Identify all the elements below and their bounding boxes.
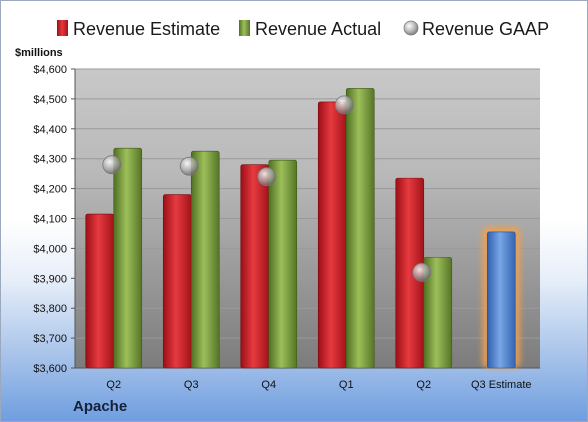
gaap-marker <box>179 156 199 176</box>
y-tick-label: $4,500 <box>33 94 67 106</box>
y-tick-label: $4,200 <box>33 184 67 196</box>
y-tick-label: $3,600 <box>33 363 67 375</box>
gridlines <box>75 68 540 369</box>
y-tick-label: $4,400 <box>33 124 67 136</box>
legend-label-revenue-estimate: Revenue Estimate <box>73 19 220 39</box>
y-tick-label: $3,700 <box>33 333 67 345</box>
bar-q3-estimate <box>486 231 516 369</box>
gaap-marker <box>102 155 122 175</box>
y-tick-label: $4,100 <box>33 214 67 226</box>
gaap-markers <box>102 95 432 282</box>
x-tick-label: Q1 <box>339 379 354 391</box>
y-tick-label: $3,900 <box>33 273 67 285</box>
unit-label: $millions <box>15 47 63 59</box>
gaap-marker <box>412 262 432 282</box>
bars <box>85 88 521 369</box>
bar-revenue-estimate <box>317 101 347 369</box>
bar-revenue-actual <box>423 257 453 369</box>
x-axis: Q2 Q3 Q4 Q1 Q2 Q3 Estimate <box>106 379 531 391</box>
y-tick-label: $4,600 <box>33 64 67 76</box>
legend-label-revenue-actual: Revenue Actual <box>255 19 381 39</box>
bar-revenue-actual <box>113 147 143 369</box>
x-tick-label: Q2 <box>106 379 121 391</box>
legend-swatch-revenue-gaap <box>403 20 419 36</box>
gaap-marker <box>334 95 354 115</box>
y-tick-label: $3,800 <box>33 303 67 315</box>
bar-revenue-actual <box>268 159 298 369</box>
bar-revenue-estimate <box>85 213 115 369</box>
bar-revenue-estimate <box>162 194 192 369</box>
bar-revenue-actual <box>190 150 220 369</box>
legend-swatch-revenue-actual <box>239 20 250 36</box>
legend-label-revenue-gaap: Revenue GAAP <box>422 19 549 39</box>
x-tick-label: Q4 <box>261 379 276 391</box>
y-tick-label: $4,300 <box>33 154 67 166</box>
x-tick-label: Q3 Estimate <box>471 379 532 391</box>
bar-revenue-actual <box>345 88 375 369</box>
y-tick-label: $4,000 <box>33 243 67 255</box>
legend: Revenue Estimate Revenue Actual Revenue … <box>57 19 549 39</box>
gaap-marker <box>257 167 277 187</box>
bar-revenue-estimate <box>240 164 270 369</box>
company-label: Apache <box>73 398 128 415</box>
x-tick-label: Q2 <box>416 379 431 391</box>
x-tick-label: Q3 <box>184 379 199 391</box>
y-axis: $3,600 $3,700 $3,800 $3,900 $4,000 $4,100 $4,2… <box>33 64 540 375</box>
legend-swatch-revenue-estimate <box>57 20 68 36</box>
